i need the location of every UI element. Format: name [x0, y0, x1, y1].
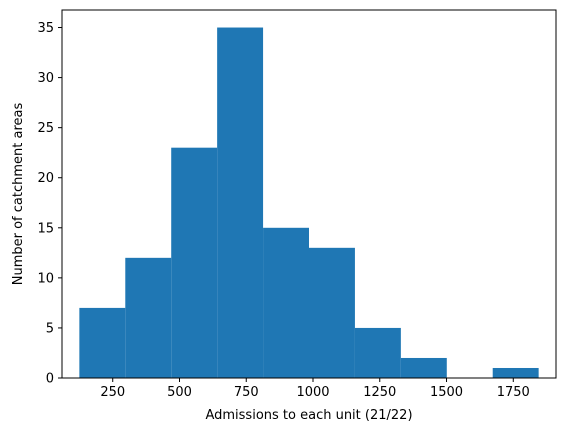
histogram-bar [263, 227, 309, 378]
x-axis-label: Admissions to each unit (21/22) [205, 408, 412, 423]
y-tick-label: 25 [37, 121, 54, 136]
y-axis-ticks: 0 5 10 15 20 25 30 35 [37, 21, 62, 387]
y-tick-label: 20 [37, 171, 54, 186]
y-tick-label: 30 [37, 71, 54, 86]
x-tick-label: 750 [234, 385, 259, 400]
plot-frame [61, 9, 557, 379]
y-tick-label: 10 [37, 271, 54, 286]
histogram-bar [79, 307, 126, 378]
x-tick-label: 1000 [296, 385, 329, 400]
x-axis-ticks: 250 500 750 1000 1250 1500 1750 [100, 378, 530, 400]
x-tick-label: 500 [167, 385, 192, 400]
y-tick-label: 15 [37, 221, 54, 236]
histogram-bar [354, 327, 401, 378]
histogram-bar [125, 257, 172, 378]
histogram-bar [309, 247, 355, 378]
x-tick-label: 1250 [363, 385, 396, 400]
histogram-bar [217, 27, 264, 379]
histogram-bar [492, 367, 539, 378]
histogram-bar [400, 357, 447, 378]
y-axis-label: Number of catchment areas [11, 103, 26, 286]
x-tick-label: 1750 [497, 385, 530, 400]
x-tick-label: 1500 [430, 385, 463, 400]
y-tick-label: 35 [37, 21, 54, 36]
y-tick-label: 5 [46, 321, 54, 336]
y-tick-label: 0 [46, 372, 54, 387]
bars-group [79, 27, 539, 379]
x-tick-label: 250 [100, 385, 125, 400]
histogram-bar [171, 147, 218, 378]
